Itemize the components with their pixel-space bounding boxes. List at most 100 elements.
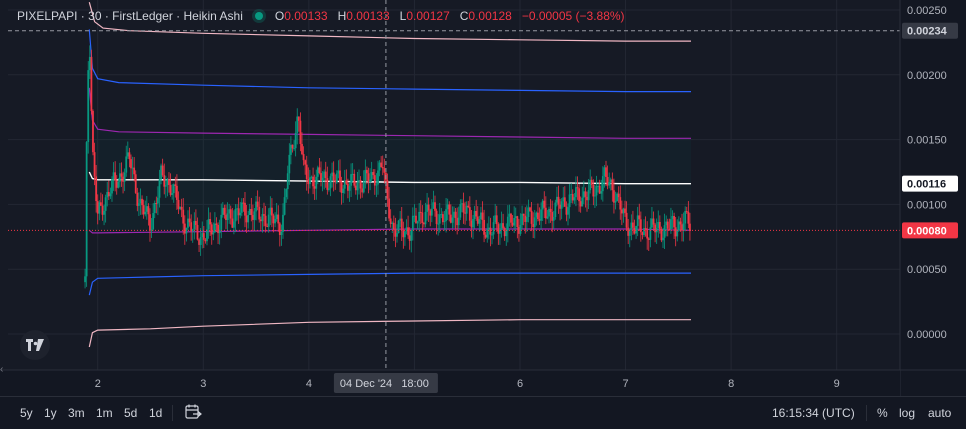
candle-body: [633, 227, 636, 234]
candle-body: [87, 70, 90, 143]
candle-body: [233, 221, 235, 228]
chart-legend: PIXELPAPI · 30 · FirstLedger · Heikin As…: [17, 9, 629, 23]
candle-body: [305, 164, 308, 180]
candle-body: [511, 222, 514, 226]
candle-body: [529, 207, 531, 211]
candle-body: [391, 222, 394, 224]
candle-body: [187, 218, 189, 228]
candle-body: [144, 211, 147, 215]
candle-body: [313, 186, 316, 189]
time-axis[interactable]: [0, 370, 900, 396]
candle-body: [123, 172, 126, 182]
candle-body: [427, 204, 430, 211]
symbol-label[interactable]: PIXELPAPI · 30 · FirstLedger · Heikin As…: [17, 9, 243, 23]
candle-body: [405, 227, 408, 232]
candle-body: [586, 196, 588, 201]
candle-body: [358, 180, 360, 183]
price-axis[interactable]: [900, 0, 966, 396]
candle-body: [315, 176, 318, 189]
candle-body: [432, 202, 435, 209]
candle-body: [500, 223, 503, 230]
candle-body: [627, 227, 630, 236]
candle-body: [660, 228, 663, 241]
candle-body: [334, 180, 337, 183]
candle-body: [356, 182, 359, 191]
candle-body: [563, 197, 566, 207]
vwap-price-label-bg: [902, 175, 958, 192]
candle-body: [337, 170, 340, 174]
candle-body: [164, 185, 167, 187]
range-5d-button[interactable]: 5d: [124, 406, 138, 420]
candle-body: [503, 227, 506, 237]
candle-body: [644, 228, 647, 230]
range-1d-button[interactable]: 1d: [149, 406, 163, 420]
scroll-left-icon[interactable]: ‹: [0, 364, 4, 375]
candle-body: [522, 213, 525, 216]
candle-body: [541, 200, 544, 210]
candle-body: [495, 215, 498, 225]
candle-body: [84, 276, 86, 283]
candle-body: [442, 214, 444, 223]
candle-body: [625, 212, 628, 228]
candle-body: [413, 215, 416, 217]
candle-body: [255, 201, 257, 212]
candle-body: [215, 223, 218, 225]
tradingview-logo-icon[interactable]: [20, 330, 50, 360]
candle-body: [350, 174, 352, 186]
candle-body: [120, 173, 123, 177]
range-3m-button[interactable]: 3m: [68, 406, 85, 420]
auto-toggle[interactable]: auto: [928, 406, 952, 420]
candle-body: [587, 190, 590, 201]
candle-body: [426, 204, 428, 212]
candle-body: [435, 210, 438, 224]
candle-body: [85, 142, 88, 277]
range-5y-button[interactable]: 5y: [20, 406, 33, 420]
candle-body: [307, 179, 310, 185]
candle-body: [573, 197, 576, 201]
candle-body: [603, 167, 606, 177]
candle-body: [392, 222, 395, 230]
candle-body: [294, 132, 297, 149]
crosshair-price-label: 0.00234: [907, 26, 948, 38]
log-toggle[interactable]: log: [899, 406, 916, 420]
candle-body: [375, 184, 378, 186]
candle-body: [282, 214, 284, 232]
candle-body: [540, 209, 542, 221]
candle-body: [663, 225, 666, 238]
candle-body: [544, 207, 547, 219]
close-value: 0.00128: [468, 9, 512, 23]
candle-body: [473, 210, 476, 219]
candle-body: [209, 219, 212, 225]
candle-body: [193, 221, 196, 230]
candle-body: [404, 231, 406, 238]
candle-body: [291, 144, 294, 149]
high-value: 0.00133: [346, 9, 390, 23]
x-tick-label: 2: [95, 378, 101, 390]
candle-body: [598, 185, 601, 194]
candle-body: [98, 202, 101, 214]
range-1y-button[interactable]: 1y: [44, 406, 57, 420]
candle-body: [258, 206, 261, 220]
candle-body: [160, 165, 162, 180]
series-band-upper-0: [88, 87, 691, 139]
range-1m-button[interactable]: 1m: [96, 406, 113, 420]
candle-body: [407, 227, 409, 236]
candle-body: [467, 205, 470, 208]
candle-body: [397, 220, 400, 234]
percent-toggle[interactable]: %: [877, 406, 888, 420]
candle-body: [226, 213, 229, 221]
candle-body: [651, 218, 653, 228]
candle-body: [240, 202, 243, 213]
candle-body: [259, 219, 262, 222]
candle-body: [335, 173, 338, 183]
candle-body: [133, 167, 136, 175]
candle-body: [101, 205, 104, 215]
candle-body: [354, 185, 357, 191]
calendar-arrow-icon[interactable]: [184, 403, 202, 424]
clock-time[interactable]: 16:15:34 (UTC): [772, 406, 855, 420]
candle-body: [104, 197, 107, 211]
candle-body: [652, 218, 655, 225]
candle-body: [552, 217, 555, 221]
